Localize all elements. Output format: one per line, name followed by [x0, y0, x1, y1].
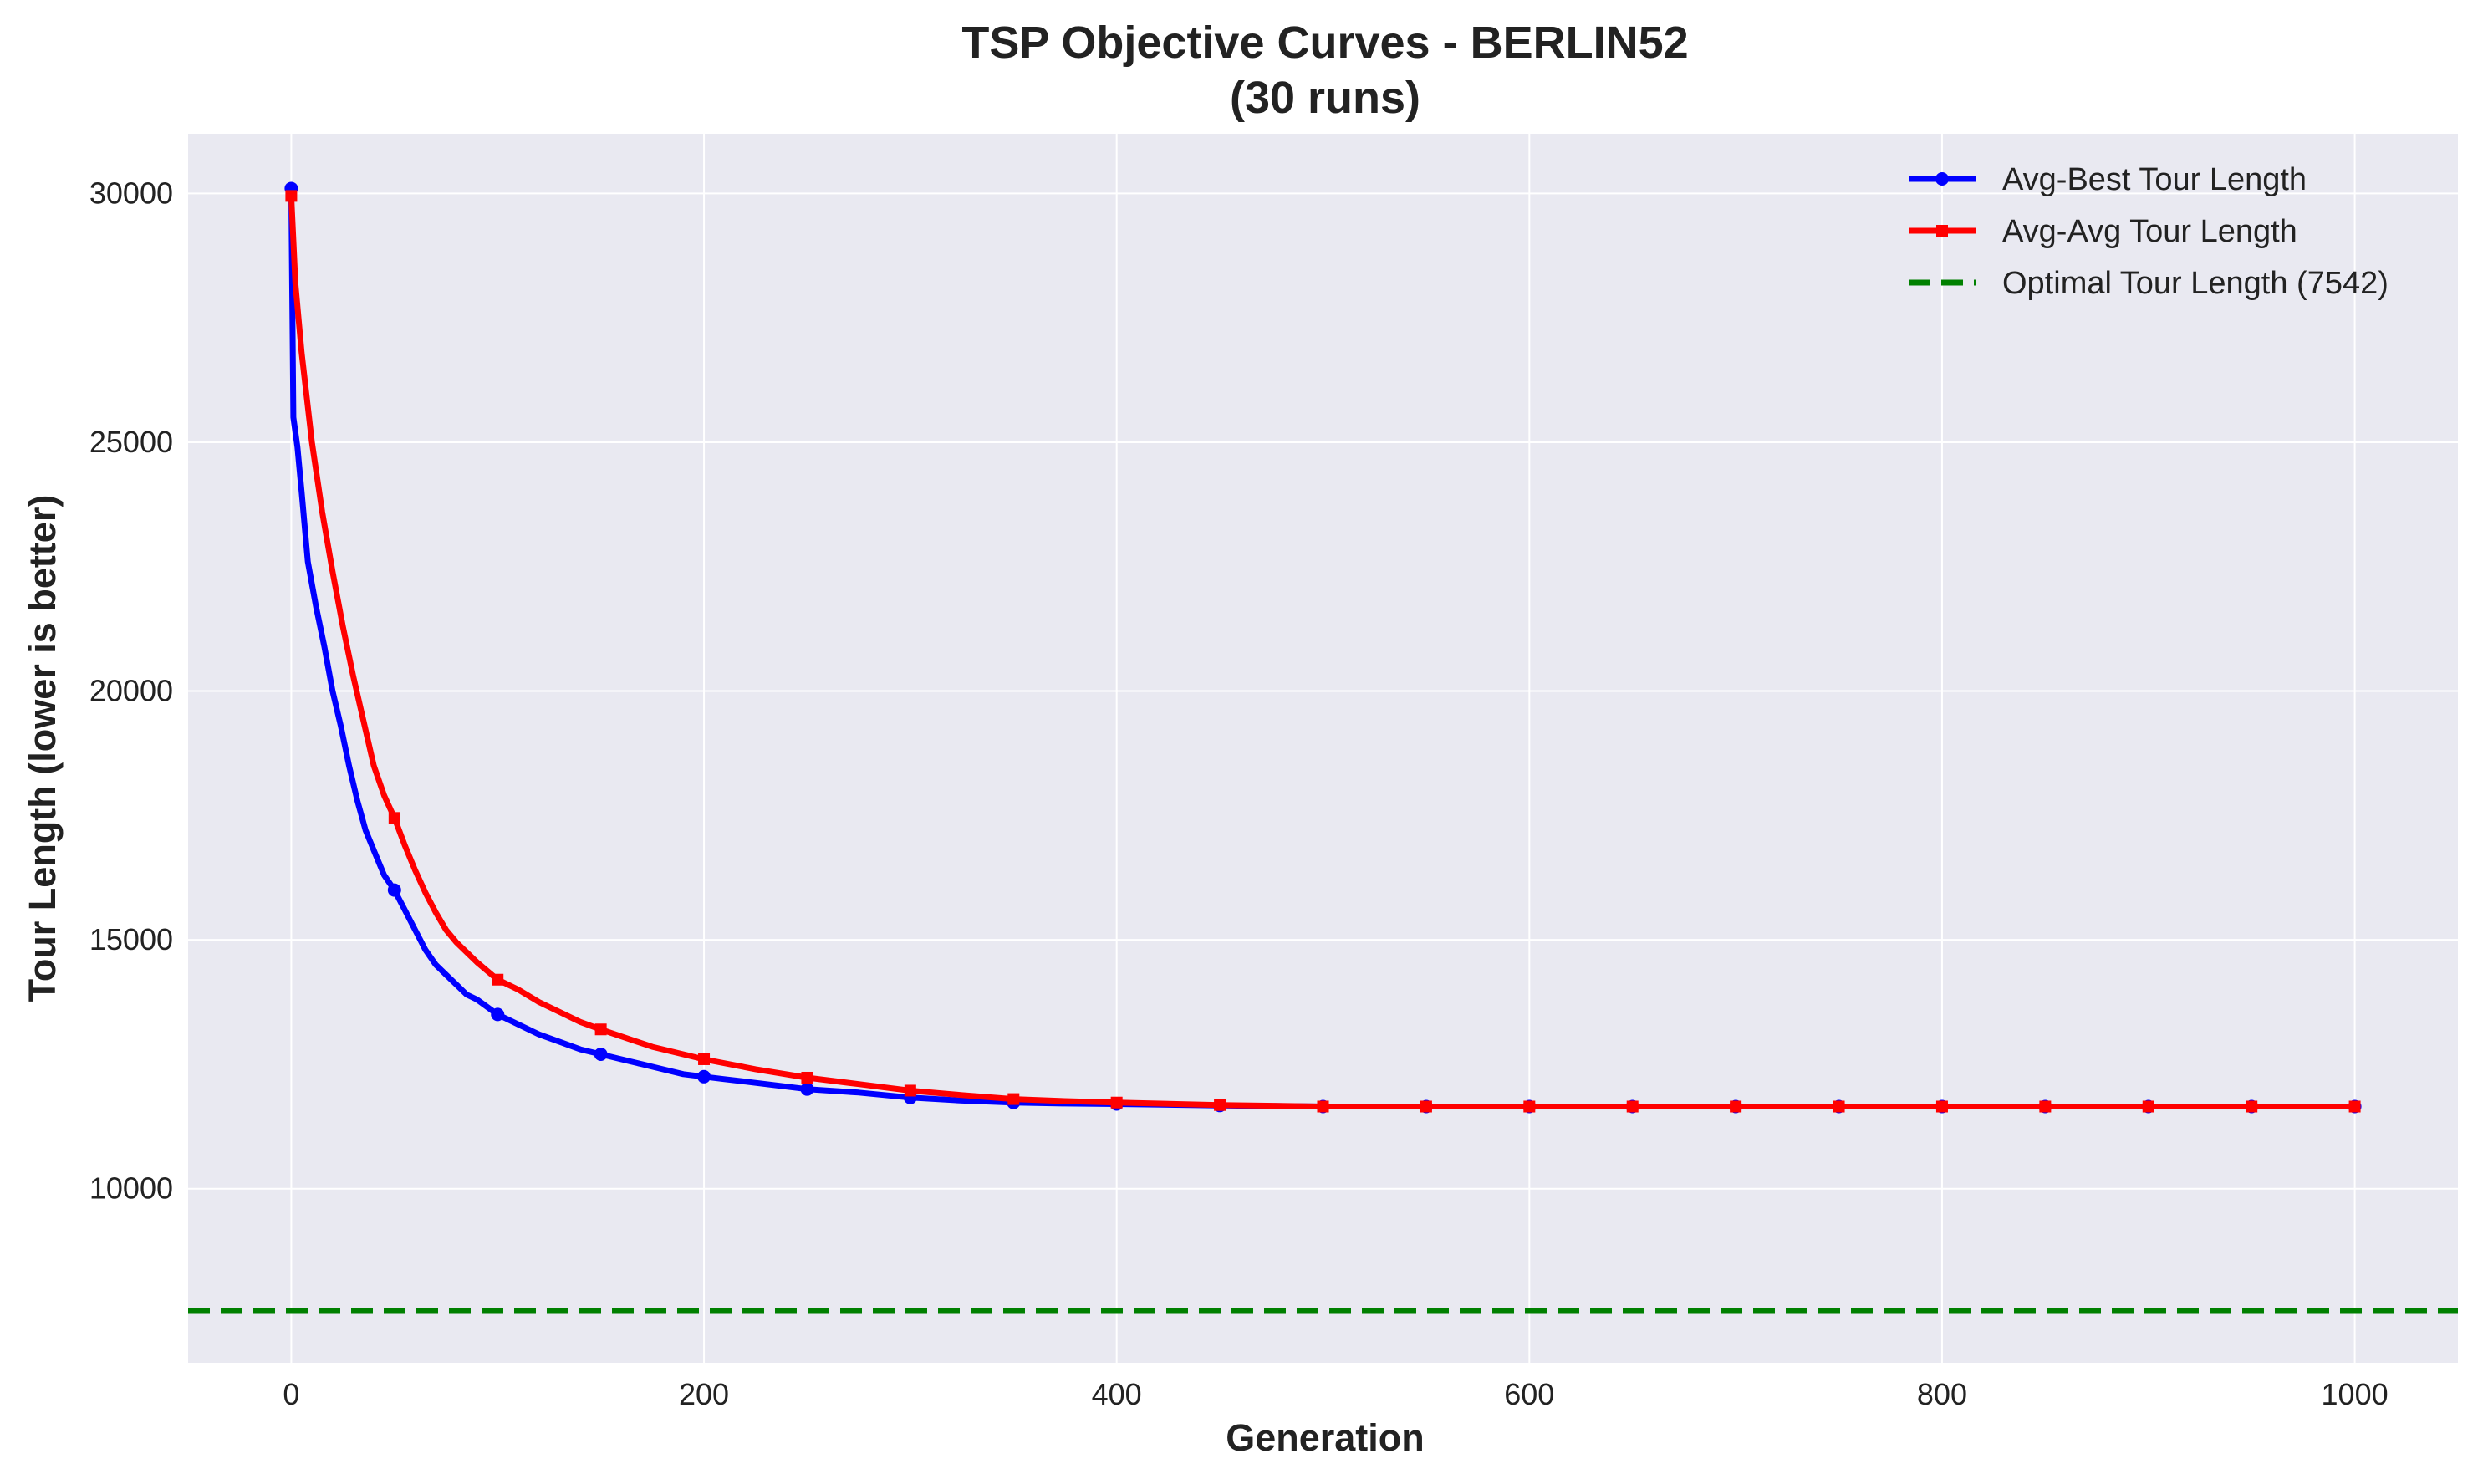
y-tick-label: 10000 — [89, 1171, 173, 1206]
data-point-marker — [491, 1007, 505, 1022]
x-tick-label: 200 — [679, 1377, 729, 1411]
legend-marker — [1936, 225, 1948, 237]
data-point-marker — [697, 1069, 711, 1084]
series-layer — [188, 181, 2458, 1314]
data-point-marker — [1420, 1100, 1432, 1113]
data-point-marker — [1523, 1100, 1536, 1113]
data-point-marker — [1935, 1100, 1948, 1113]
legend: Avg-Best Tour Length Avg-Avg Tour Length O… — [1909, 162, 2389, 301]
legend-item-avg-avg-tour-length: Avg-Avg Tour Length — [1909, 214, 2297, 249]
y-tick-label: 25000 — [89, 425, 173, 459]
data-point-marker — [388, 812, 400, 824]
data-point-marker — [1007, 1093, 1020, 1105]
data-point-marker — [285, 190, 298, 202]
data-point-marker — [1626, 1100, 1639, 1113]
data-point-marker — [594, 1048, 608, 1062]
data-point-marker — [801, 1071, 813, 1084]
legend-label: Optimal Tour Length (7542) — [2002, 266, 2389, 301]
legend-label: Avg-Avg Tour Length — [2002, 214, 2297, 249]
x-tick-label: 400 — [1092, 1377, 1142, 1411]
legend-item-optimal-tour-length-7542: Optimal Tour Length (7542) — [1909, 266, 2389, 301]
data-point-marker — [2246, 1100, 2258, 1113]
x-axis-label: Generation — [1226, 1416, 1425, 1459]
y-tick-label: 30000 — [89, 176, 173, 210]
y-axis-label: Tour Length (lower is better) — [21, 495, 64, 1002]
data-point-marker — [1317, 1100, 1329, 1113]
data-point-marker — [492, 973, 504, 986]
data-point-marker — [1110, 1096, 1123, 1109]
data-point-marker — [387, 883, 401, 897]
data-point-marker — [904, 1084, 916, 1097]
chart-subtitle: (30 runs) — [1230, 73, 1420, 123]
data-point-marker — [1833, 1100, 1845, 1113]
grid-lines — [188, 134, 2458, 1363]
data-point-marker — [1730, 1100, 1742, 1113]
legend-marker — [1935, 172, 1949, 186]
data-point-marker — [2142, 1100, 2154, 1113]
tick-labels: 0 200 400 600 800 1000 10000 15000 20000 25000 300… — [89, 176, 2389, 1411]
data-point-marker — [800, 1082, 814, 1096]
series-line-avg-avg-tour-length — [288, 192, 2358, 1109]
data-point-marker — [594, 1023, 607, 1036]
plot-area — [188, 134, 2458, 1363]
y-tick-label: 20000 — [89, 674, 173, 708]
chart-title: TSP Objective Curves - BERLIN52 — [961, 18, 1688, 68]
x-tick-label: 600 — [1504, 1377, 1554, 1411]
x-tick-label: 0 — [283, 1377, 299, 1411]
x-tick-label: 800 — [1917, 1377, 1967, 1411]
data-point-marker — [1214, 1099, 1226, 1111]
legend-item-avg-best-tour-length: Avg-Best Tour Length — [1909, 162, 2307, 197]
data-point-marker — [2039, 1100, 2052, 1113]
y-tick-label: 15000 — [89, 922, 173, 956]
x-tick-label: 1000 — [2322, 1377, 2389, 1411]
data-point-marker — [2348, 1100, 2361, 1113]
legend-label: Avg-Best Tour Length — [2002, 162, 2307, 197]
data-point-marker — [698, 1053, 711, 1065]
